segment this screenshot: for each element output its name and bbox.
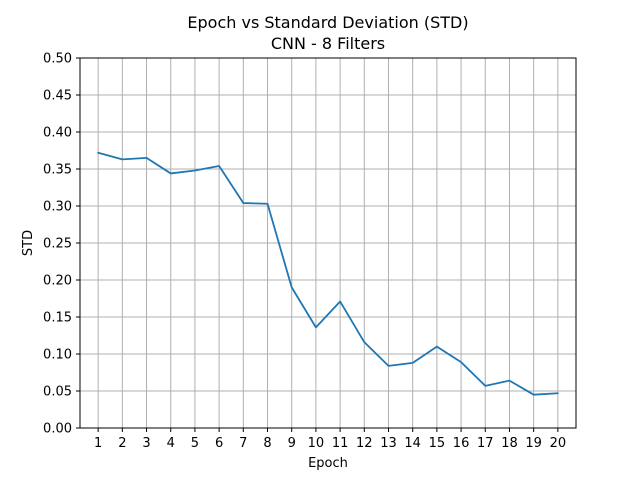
x-tick-label: 3 [142, 436, 150, 451]
x-tick-label: 18 [501, 436, 518, 451]
x-tick-label: 7 [239, 436, 247, 451]
y-tick-label: 0.50 [43, 52, 72, 67]
y-tick-label: 0.15 [43, 311, 72, 326]
x-axis-label: Epoch [308, 456, 348, 471]
y-axis-label: STD [21, 230, 36, 256]
x-tick-label: 5 [191, 436, 199, 451]
x-tick-label: 8 [263, 436, 271, 451]
x-tick-label: 19 [525, 436, 542, 451]
x-tick-label: 12 [356, 436, 373, 451]
y-tick-label: 0.40 [43, 126, 72, 141]
x-tick-label: 6 [215, 436, 223, 451]
grid [80, 57, 576, 429]
x-tick-label: 14 [404, 436, 421, 451]
chart-subtitle: CNN - 8 Filters [271, 34, 385, 53]
y-tick-label: 0.35 [43, 163, 72, 178]
axis-ticks: 1 2 3 4 5 6 7 8 9 10 11 12 13 14 15 16 17 18 19 200.000.050… [43, 52, 566, 452]
x-tick-label: 4 [167, 436, 175, 451]
x-tick-label: 2 [118, 436, 126, 451]
y-tick-label: 0.20 [43, 274, 72, 289]
y-tick-label: 0.30 [43, 200, 72, 215]
y-tick-label: 0.10 [43, 348, 72, 363]
y-tick-label: 0.05 [43, 385, 72, 400]
x-tick-label: 10 [308, 436, 325, 451]
y-tick-label: 0.45 [43, 89, 72, 104]
y-tick-label: 0.25 [43, 237, 72, 252]
x-tick-label: 16 [453, 436, 470, 451]
y-tick-label: 0.00 [43, 422, 72, 437]
series-line [97, 151, 559, 396]
x-tick-label: 17 [477, 436, 494, 451]
x-tick-label: 20 [550, 436, 567, 451]
plot-frame [79, 57, 577, 429]
x-tick-label: 15 [429, 436, 446, 451]
x-tick-label: 1 [94, 436, 102, 451]
x-tick-label: 11 [332, 436, 349, 451]
x-tick-label: 9 [288, 436, 296, 451]
x-tick-label: 13 [380, 436, 397, 451]
series [97, 151, 559, 396]
chart-title: Epoch vs Standard Deviation (STD) [187, 13, 468, 32]
